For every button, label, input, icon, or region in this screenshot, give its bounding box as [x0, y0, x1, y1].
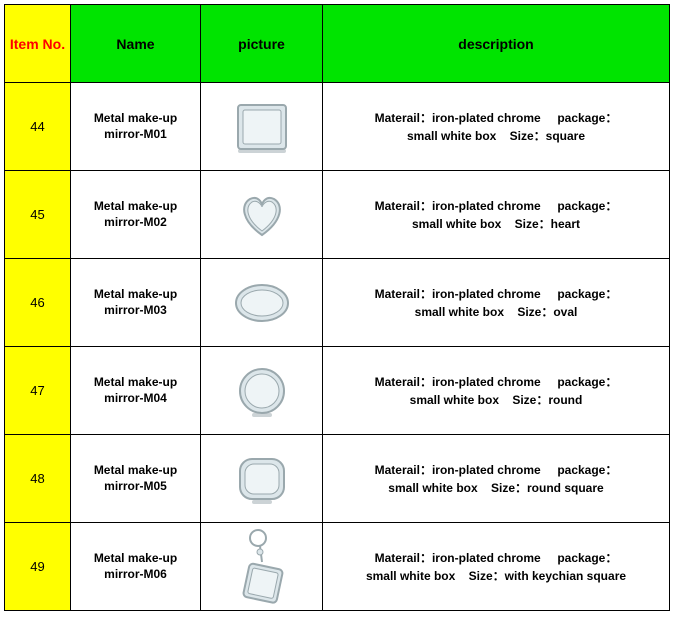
desc-line2: small white box Size：oval: [415, 305, 578, 319]
product-picture: [201, 435, 323, 523]
table-row: 49 Metal make-up mirror-M06 Materail：iro…: [5, 523, 670, 611]
product-picture: [201, 83, 323, 171]
product-description: Materail：iron-plated chrome package： sma…: [323, 171, 670, 259]
product-name: Metal make-up mirror-M03: [71, 259, 201, 347]
header-row: Item No. Name picture description: [5, 5, 670, 83]
product-description: Materail：iron-plated chrome package： sma…: [323, 259, 670, 347]
product-name: Metal make-up mirror-M04: [71, 347, 201, 435]
desc-line1: Materail：iron-plated chrome package：: [375, 551, 618, 565]
desc-line2: small white box Size：with keychian squar…: [366, 569, 626, 583]
product-picture: [201, 259, 323, 347]
product-description: Materail：iron-plated chrome package： sma…: [323, 347, 670, 435]
product-table: Item No. Name picture description 44 Met…: [4, 4, 670, 611]
mirror-icon: [205, 97, 318, 157]
desc-line1: Materail：iron-plated chrome package：: [375, 287, 618, 301]
desc-line1: Materail：iron-plated chrome package：: [375, 375, 618, 389]
product-description: Materail：iron-plated chrome package： sma…: [323, 83, 670, 171]
product-name: Metal make-up mirror-M06: [71, 523, 201, 611]
table-row: 48 Metal make-up mirror-M05 Materail：iro…: [5, 435, 670, 523]
item-no: 49: [5, 523, 71, 611]
item-no: 46: [5, 259, 71, 347]
table-row: 46 Metal make-up mirror-M03 Materail：iro…: [5, 259, 670, 347]
product-name: Metal make-up mirror-M05: [71, 435, 201, 523]
desc-line1: Materail：iron-plated chrome package：: [375, 111, 618, 125]
product-description: Materail：iron-plated chrome package： sma…: [323, 435, 670, 523]
item-no: 47: [5, 347, 71, 435]
header-description: description: [323, 5, 670, 83]
mirror-icon: [205, 185, 318, 245]
product-description: Materail：iron-plated chrome package： sma…: [323, 523, 670, 611]
header-item: Item No.: [5, 5, 71, 83]
item-no: 44: [5, 83, 71, 171]
item-no: 48: [5, 435, 71, 523]
product-name: Metal make-up mirror-M01: [71, 83, 201, 171]
item-no: 45: [5, 171, 71, 259]
mirror-icon: [205, 361, 318, 421]
desc-line1: Materail：iron-plated chrome package：: [375, 199, 618, 213]
desc-line2: small white box Size：round: [410, 393, 583, 407]
product-name: Metal make-up mirror-M02: [71, 171, 201, 259]
product-picture: [201, 347, 323, 435]
desc-line2: small white box Size：square: [407, 129, 585, 143]
table-row: 45 Metal make-up mirror-M02 Materail：iro…: [5, 171, 670, 259]
desc-line1: Materail：iron-plated chrome package：: [375, 463, 618, 477]
header-name: Name: [71, 5, 201, 83]
mirror-icon: [205, 449, 318, 509]
table-row: 44 Metal make-up mirror-M01 Materail：iro…: [5, 83, 670, 171]
desc-line2: small white box Size：round square: [388, 481, 603, 495]
mirror-icon: [205, 273, 318, 333]
mirror-icon: [205, 528, 318, 606]
desc-line2: small white box Size：heart: [412, 217, 580, 231]
table-row: 47 Metal make-up mirror-M04 Materail：iro…: [5, 347, 670, 435]
product-picture: [201, 523, 323, 611]
header-picture: picture: [201, 5, 323, 83]
product-picture: [201, 171, 323, 259]
